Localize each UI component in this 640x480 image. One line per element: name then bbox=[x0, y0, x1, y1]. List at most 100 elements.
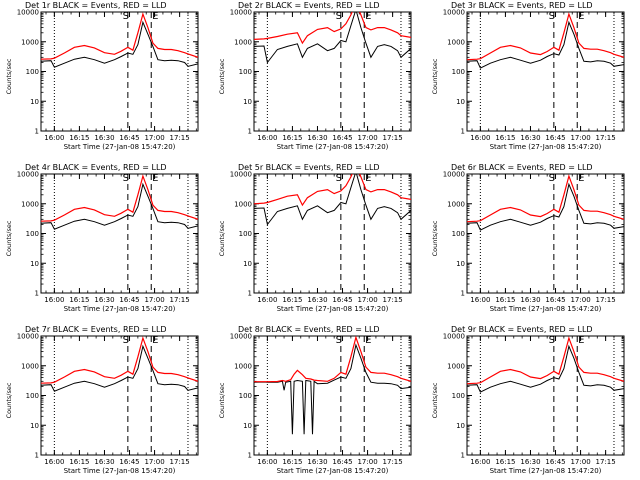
y-tick-label: 100 bbox=[239, 230, 252, 238]
x-tick-label: 17:15 bbox=[170, 296, 190, 304]
start-marker-label: S bbox=[123, 11, 129, 22]
y-axis-label: Counts/sec bbox=[218, 382, 226, 418]
events-series-line bbox=[41, 344, 198, 392]
x-tick-label: 16:45 bbox=[119, 296, 139, 304]
x-tick-label: 16:45 bbox=[119, 134, 139, 142]
start-marker-label: S bbox=[336, 173, 342, 184]
x-tick-label: 16:00 bbox=[257, 296, 277, 304]
x-axis-label: Start Time (27-Jan-08 15:47:20) bbox=[64, 467, 176, 475]
lld-series-line bbox=[41, 174, 198, 222]
y-tick-label: 1000 bbox=[447, 200, 465, 208]
x-tick-label: 17:15 bbox=[383, 134, 403, 142]
events-series-line bbox=[254, 343, 411, 435]
x-tick-label: 16:45 bbox=[545, 458, 565, 466]
x-tick-label: 16:45 bbox=[545, 296, 565, 304]
end-marker-label: E bbox=[365, 11, 371, 22]
y-tick-label: 10 bbox=[243, 260, 252, 268]
panel-9: Det 9r BLACK = Events, RED = LLD 1 10 100 10… bbox=[431, 325, 625, 475]
events-series-line bbox=[254, 12, 411, 64]
y-tick-label: 1000 bbox=[234, 38, 252, 46]
y-tick-label: 10 bbox=[30, 422, 39, 430]
x-tick-label: 16:30 bbox=[520, 458, 540, 466]
x-tick-label: 17:00 bbox=[144, 296, 164, 304]
y-tick-label: 10000 bbox=[443, 171, 465, 179]
panel-title: Det 5r BLACK = Events, RED = LLD bbox=[238, 163, 380, 172]
x-tick-label: 16:30 bbox=[520, 296, 540, 304]
plot-frame bbox=[40, 335, 199, 456]
x-tick-label: 16:15 bbox=[495, 134, 515, 142]
y-tick-label: 100 bbox=[26, 392, 39, 400]
y-axis-label: Counts/sec bbox=[431, 382, 439, 418]
x-tick-label: 16:00 bbox=[470, 134, 490, 142]
panel-7: Det 7r BLACK = Events, RED = LLD 1 10 100 10… bbox=[5, 325, 199, 475]
x-axis-label: Start Time (27-Jan-08 15:47:20) bbox=[277, 467, 389, 475]
plot-frame bbox=[40, 11, 199, 132]
plot-frame bbox=[466, 335, 625, 456]
x-tick-label: 17:00 bbox=[357, 458, 377, 466]
y-tick-label: 10 bbox=[30, 98, 39, 106]
lld-series-line bbox=[467, 174, 624, 223]
panel-title: Det 3r BLACK = Events, RED = LLD bbox=[451, 1, 593, 10]
x-axis-label: Start Time (27-Jan-08 15:47:20) bbox=[277, 305, 389, 313]
x-axis-label: Start Time (27-Jan-08 15:47:20) bbox=[490, 467, 602, 475]
y-axis-label: Counts/sec bbox=[5, 58, 13, 94]
x-tick-label: 17:00 bbox=[570, 134, 590, 142]
x-tick-label: 16:15 bbox=[282, 458, 302, 466]
x-axis-label: Start Time (27-Jan-08 15:47:20) bbox=[64, 305, 176, 313]
y-axis-label: Counts/sec bbox=[5, 382, 13, 418]
x-tick-label: 17:00 bbox=[144, 458, 164, 466]
x-tick-label: 16:00 bbox=[44, 296, 64, 304]
y-tick-label: 100 bbox=[452, 68, 465, 76]
start-marker-label: S bbox=[549, 11, 555, 22]
y-tick-label: 100 bbox=[239, 68, 252, 76]
x-tick-label: 17:00 bbox=[357, 134, 377, 142]
y-tick-label: 1000 bbox=[21, 200, 39, 208]
y-axis-label: Counts/sec bbox=[431, 58, 439, 94]
panel-1: Det 1r BLACK = Events, RED = LLD 1 10 100 10… bbox=[5, 1, 199, 151]
panel-title: Det 2r BLACK = Events, RED = LLD bbox=[238, 1, 380, 10]
x-tick-label: 16:30 bbox=[307, 134, 327, 142]
y-tick-label: 10 bbox=[30, 260, 39, 268]
start-marker-label: S bbox=[123, 173, 129, 184]
panel-6: Det 6r BLACK = Events, RED = LLD 1 10 100 10… bbox=[431, 163, 625, 313]
y-tick-label: 10000 bbox=[443, 9, 465, 17]
y-tick-label: 1 bbox=[248, 452, 252, 460]
y-tick-label: 1 bbox=[35, 290, 39, 298]
y-tick-label: 10000 bbox=[230, 171, 252, 179]
panel-title: Det 1r BLACK = Events, RED = LLD bbox=[25, 1, 167, 10]
end-marker-label: E bbox=[152, 11, 158, 22]
x-tick-label: 16:00 bbox=[257, 134, 277, 142]
x-tick-label: 17:15 bbox=[383, 458, 403, 466]
lld-series-line bbox=[41, 336, 198, 384]
plot-frame bbox=[253, 11, 412, 132]
lld-series-line bbox=[467, 12, 624, 61]
x-tick-label: 17:00 bbox=[357, 296, 377, 304]
y-tick-label: 10000 bbox=[17, 333, 39, 341]
x-tick-label: 17:15 bbox=[383, 296, 403, 304]
plot-frame bbox=[40, 173, 199, 294]
events-series-line bbox=[467, 182, 624, 231]
x-tick-label: 16:00 bbox=[257, 458, 277, 466]
lld-series-line bbox=[467, 336, 624, 385]
lld-series-line bbox=[254, 12, 411, 45]
x-tick-label: 16:45 bbox=[332, 458, 352, 466]
panel-2: Det 2r BLACK = Events, RED = LLD 1 10 100 10… bbox=[218, 1, 412, 151]
y-tick-label: 1 bbox=[248, 128, 252, 136]
x-tick-label: 16:00 bbox=[44, 134, 64, 142]
y-tick-label: 10 bbox=[243, 422, 252, 430]
y-tick-label: 100 bbox=[452, 392, 465, 400]
y-tick-label: 10000 bbox=[443, 333, 465, 341]
panel-title: Det 7r BLACK = Events, RED = LLD bbox=[25, 325, 167, 334]
x-tick-label: 16:30 bbox=[307, 458, 327, 466]
x-tick-label: 16:30 bbox=[94, 296, 114, 304]
y-tick-label: 100 bbox=[26, 68, 39, 76]
x-tick-label: 16:30 bbox=[94, 458, 114, 466]
panel-title: Det 4r BLACK = Events, RED = LLD bbox=[25, 163, 167, 172]
start-marker-label: S bbox=[336, 11, 342, 22]
x-tick-label: 16:15 bbox=[495, 296, 515, 304]
x-tick-label: 17:00 bbox=[570, 458, 590, 466]
start-marker-label: S bbox=[336, 335, 342, 346]
events-series-line bbox=[467, 344, 624, 393]
y-tick-label: 1000 bbox=[447, 38, 465, 46]
events-series-line bbox=[467, 20, 624, 69]
